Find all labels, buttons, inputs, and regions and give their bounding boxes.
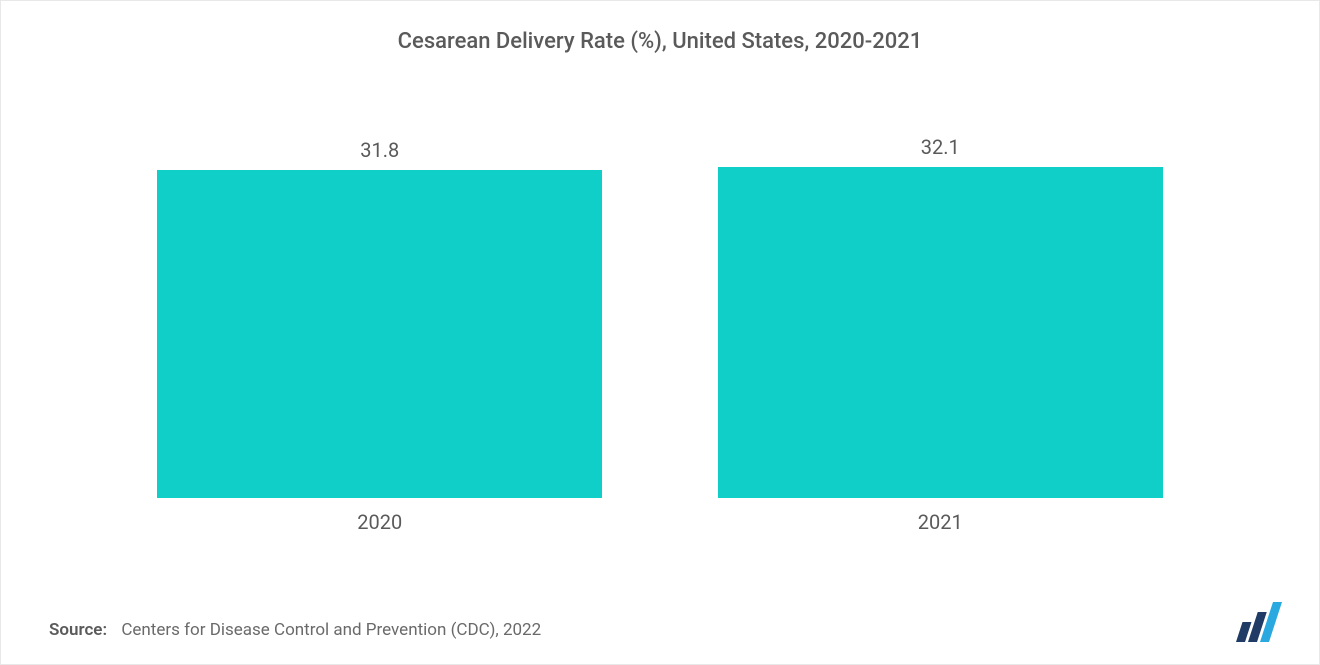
source-text: Centers for Disease Control and Preventi… bbox=[121, 620, 541, 640]
mordor-logo-icon bbox=[1233, 602, 1289, 642]
chart-container: Cesarean Delivery Rate (%), United State… bbox=[0, 0, 1320, 665]
source-label: Source: bbox=[49, 620, 107, 640]
bar-category-2020: 2020 bbox=[357, 510, 402, 534]
bars-group: 31.8 2020 32.1 2021 bbox=[121, 121, 1199, 534]
brand-logo bbox=[1233, 602, 1289, 642]
bar-2021 bbox=[718, 167, 1163, 498]
source-line: Source: Centers for Disease Control and … bbox=[49, 620, 541, 640]
bar-value-2020: 31.8 bbox=[360, 138, 399, 162]
bar-slot-2021: 32.1 2021 bbox=[682, 121, 1199, 534]
chart-title: Cesarean Delivery Rate (%), United State… bbox=[1, 1, 1319, 64]
bar-value-2021: 32.1 bbox=[921, 135, 960, 159]
bar-slot-2020: 31.8 2020 bbox=[121, 121, 638, 534]
plot-area: 31.8 2020 32.1 2021 bbox=[121, 121, 1199, 534]
bar-category-2021: 2021 bbox=[918, 510, 963, 534]
bar-2020 bbox=[157, 170, 602, 498]
